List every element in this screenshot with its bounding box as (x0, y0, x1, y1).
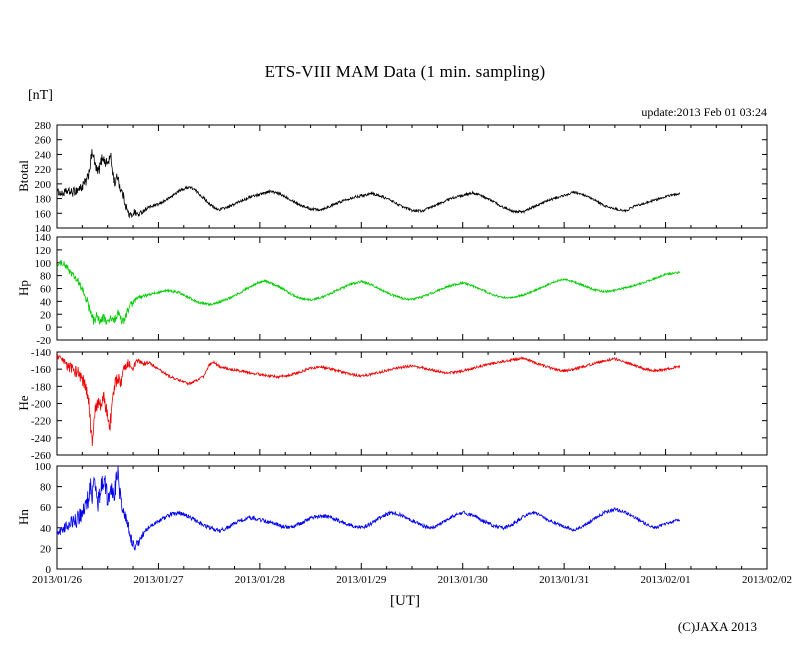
panel-he: -140 -160 -180 -200 -220 -240 -260 (31, 347, 768, 462)
x-tick-label: 2013/01/30 (438, 574, 489, 586)
x-tick-label: 2013/01/31 (539, 574, 589, 586)
svg-text:-180: -180 (31, 381, 52, 393)
svg-text:60: 60 (40, 284, 52, 296)
svg-text:-20: -20 (36, 335, 51, 347)
x-tick-label: 2013/01/29 (336, 574, 387, 586)
svg-text:60: 60 (40, 502, 52, 514)
svg-text:-220: -220 (31, 416, 52, 428)
svg-text:0: 0 (46, 564, 52, 576)
svg-text:-260: -260 (31, 450, 52, 462)
panel-hn: 0 20 40 60 80 100 (35, 461, 768, 576)
svg-text:80: 80 (40, 482, 52, 494)
svg-text:180: 180 (35, 194, 52, 206)
svg-text:160: 160 (35, 208, 52, 220)
svg-text:-200: -200 (31, 399, 52, 411)
svg-text:140: 140 (35, 232, 52, 244)
svg-text:120: 120 (35, 245, 52, 257)
update-timestamp: update:2013 Feb 01 03:24 (641, 105, 767, 119)
copyright-label: (C)JAXA 2013 (677, 619, 757, 634)
x-unit-label: [UT] (390, 593, 420, 609)
svg-text:140: 140 (35, 223, 52, 235)
svg-text:280: 280 (35, 120, 52, 132)
svg-text:20: 20 (40, 309, 52, 321)
svg-text:260: 260 (35, 135, 52, 147)
x-tick-label: 2013/02/01 (641, 574, 691, 586)
svg-text:100: 100 (35, 258, 52, 270)
svg-text:220: 220 (35, 164, 52, 176)
svg-text:40: 40 (40, 523, 52, 535)
svg-text:100: 100 (35, 461, 52, 473)
svg-text:200: 200 (35, 179, 52, 191)
svg-text:-160: -160 (31, 364, 52, 376)
svg-text:-240: -240 (31, 433, 52, 445)
svg-text:40: 40 (40, 296, 52, 308)
chart-title: ETS-VIII MAM Data (1 min. sampling) (264, 62, 546, 81)
y-unit-label: [nT] (28, 88, 53, 103)
svg-text:80: 80 (40, 271, 52, 283)
panel-btotal: 140 160 180 200 220 240 260 280 (35, 120, 768, 235)
x-tick-label: 2013/01/26 (32, 574, 83, 586)
x-tick-label: 2013/01/28 (235, 574, 286, 586)
svg-text:-140: -140 (31, 347, 52, 359)
x-tick-label: 2013/01/27 (133, 574, 184, 586)
x-tick-label: 2013/02/02 (742, 574, 792, 586)
svg-text:0: 0 (46, 322, 52, 334)
svg-text:20: 20 (40, 543, 52, 555)
svg-text:240: 240 (35, 149, 52, 161)
